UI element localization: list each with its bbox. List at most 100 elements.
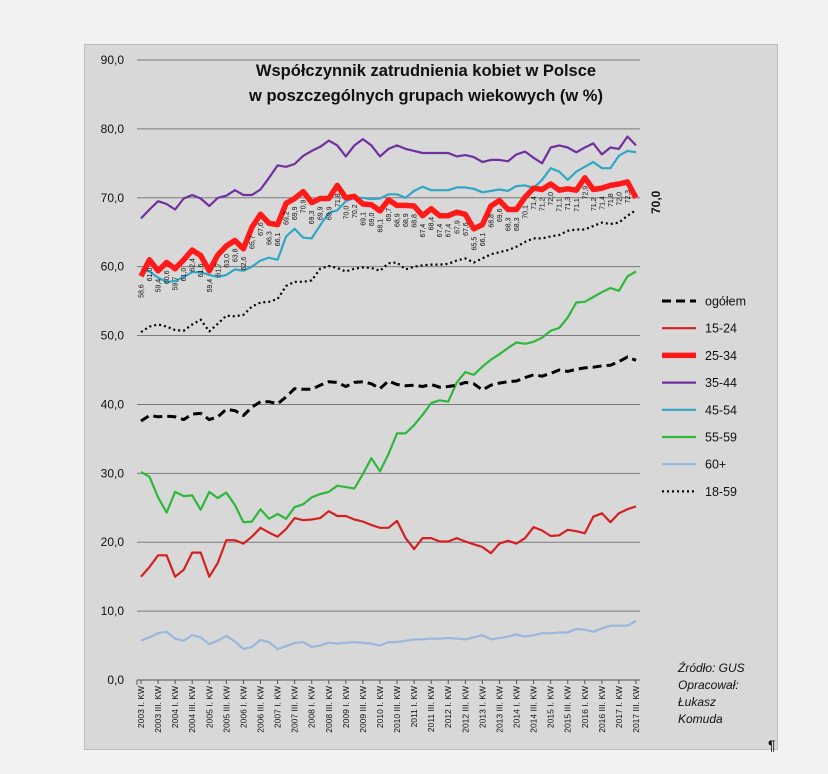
series-line-18-59 (140, 209, 637, 334)
y-tick-label: 10,0 (101, 604, 125, 618)
data-label: 61,6 (198, 264, 205, 278)
data-label: 68,3 (505, 217, 512, 231)
data-label: 68,8 (488, 214, 495, 228)
x-tick-label: 2011 III. KW (426, 686, 436, 732)
data-label: 71,8 (608, 193, 615, 207)
x-tick-label: 2015 III. KW (563, 686, 573, 733)
data-label: 69,9 (326, 206, 333, 220)
data-label: 71,2 (591, 197, 598, 211)
legend-label: 25-34 (705, 349, 737, 363)
data-label: 71,1 (557, 198, 564, 212)
data-label: 69,9 (292, 206, 299, 220)
legend-label: 35-44 (705, 376, 737, 390)
x-tick-label: 2016 I. KW (580, 686, 590, 728)
x-tick-label: 2004 III. KW (187, 686, 197, 733)
data-label: 61,0 (181, 268, 188, 282)
x-tick-label: 2003 III. KW (153, 686, 163, 733)
data-label: 65,7 (249, 235, 256, 249)
x-tick-label: 2008 III. KW (324, 686, 334, 733)
x-tick-label: 2017 III. KW (631, 686, 641, 733)
data-label: 69,2 (284, 211, 291, 225)
x-tick-label: 2007 I. KW (273, 686, 283, 728)
data-label: 66,1 (480, 233, 487, 247)
data-label: 63,0 (224, 254, 231, 268)
data-label-last: 70,0 (649, 190, 663, 214)
x-tick-label: 2005 III. KW (221, 686, 231, 733)
x-tick-label: 2011 I. KW (409, 686, 419, 727)
data-label: 70,9 (301, 199, 308, 213)
data-label: 71,8 (335, 193, 342, 207)
x-tick-label: 2003 I. KW (136, 686, 146, 728)
data-label: 69,6 (497, 208, 504, 222)
data-label: 72,0 (616, 192, 623, 206)
data-label: 67,4 (420, 224, 427, 238)
x-tick-label: 2012 I. KW (443, 686, 453, 728)
data-label: 71,4 (531, 196, 538, 210)
data-label: 59,4 (207, 279, 214, 293)
data-label: 66,1 (275, 233, 282, 247)
data-label: 72,0 (548, 192, 555, 206)
data-label: 60,6 (164, 270, 171, 284)
series-lines (138, 135, 639, 651)
data-label: 67,4 (437, 224, 444, 238)
data-label: 68,3 (514, 217, 521, 231)
legend-label: 15-24 (705, 322, 737, 336)
x-tick-label: 2013 III. KW (494, 686, 504, 733)
data-label: 63,8 (232, 248, 239, 262)
data-label: 67,6 (463, 222, 470, 236)
data-label: 71,1 (574, 198, 581, 212)
source-line: Opracował: (678, 678, 739, 692)
data-label: 67,6 (258, 222, 265, 236)
data-label: 68,1 (377, 219, 384, 233)
data-label: 68,4 (429, 217, 436, 231)
series-line-15-24 (140, 505, 637, 578)
data-label: 71,2 (540, 197, 547, 211)
series-line-35-44 (140, 135, 637, 220)
y-tick-label: 40,0 (101, 397, 125, 411)
data-label: 69,1 (360, 212, 367, 226)
data-label: 61,7 (215, 263, 222, 277)
chart-title: Współczynnik zatrudnienia kobiet w Polsc… (256, 62, 596, 80)
data-label: 62,4 (190, 258, 197, 272)
data-label: 72,3 (625, 190, 632, 204)
data-label: 69,0 (369, 213, 376, 227)
x-tick-label: 2015 I. KW (546, 686, 556, 728)
x-tick-label: 2004 I. KW (170, 686, 180, 728)
data-label: 68,8 (412, 214, 419, 228)
x-tick-label: 2009 I. KW (341, 686, 351, 728)
data-label: 67,4 (446, 224, 453, 238)
data-label: 70,1 (523, 205, 530, 219)
legend-label: 55-59 (705, 431, 737, 445)
gridlines (136, 59, 640, 685)
source-note: Źródło: GUS Opracował: Łukasz Komuda (677, 660, 745, 726)
x-tick-label: 2006 III. KW (255, 686, 265, 733)
data-label: 69,7 (386, 208, 393, 222)
x-tick-label: 2014 I. KW (512, 686, 522, 728)
data-label: 66,3 (267, 231, 274, 245)
legend-label: 60+ (705, 458, 726, 472)
y-tick-label: 70,0 (101, 191, 125, 205)
y-tick-label: 80,0 (101, 122, 125, 136)
legend-label: ogółem (705, 295, 746, 309)
series-line-45-54 (140, 149, 637, 283)
x-tick-label: 2006 I. KW (238, 686, 248, 728)
series-line-ogolem (140, 355, 637, 423)
data-label: 69,9 (318, 206, 325, 220)
data-label: 70,2 (352, 204, 359, 218)
y-tick-label: 0,0 (107, 673, 124, 687)
pilcrow-mark: ¶ (768, 737, 776, 753)
x-tick-label: 2008 I. KW (307, 686, 317, 728)
chart-subtitle: w poszczególnych grupach wiekowych (w %) (248, 87, 603, 105)
data-label: 70,0 (343, 206, 350, 220)
x-tick-label: 2017 I. KW (614, 686, 624, 728)
x-tick-label: 2005 I. KW (204, 686, 214, 728)
data-label: 62,6 (241, 257, 248, 271)
data-label: 71,4 (599, 196, 606, 210)
source-line: Źródło: GUS (677, 660, 745, 675)
data-label: 67,9 (454, 220, 461, 234)
x-tick-label: 2007 III. KW (290, 686, 300, 733)
legend: ogółem 15-24 25-34 35-44 45-54 55-59 60+ 18-59 (662, 295, 746, 499)
data-labels-25-34: 58,661,059,460,6 59,761,062,4 61,659,461,7… (139, 186, 664, 298)
